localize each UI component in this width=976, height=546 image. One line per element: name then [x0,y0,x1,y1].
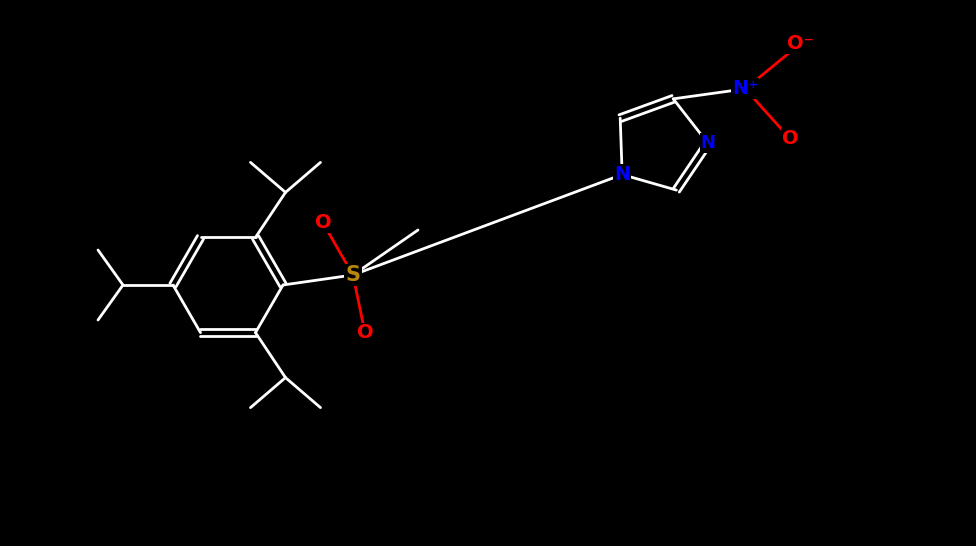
Text: O: O [356,323,373,342]
Text: O: O [314,213,331,233]
Text: O: O [782,129,798,149]
Text: N: N [614,165,630,184]
Text: O⁻: O⁻ [787,34,814,54]
Text: N⁺: N⁺ [732,79,758,98]
Text: N: N [701,134,715,152]
Text: S: S [346,265,360,285]
